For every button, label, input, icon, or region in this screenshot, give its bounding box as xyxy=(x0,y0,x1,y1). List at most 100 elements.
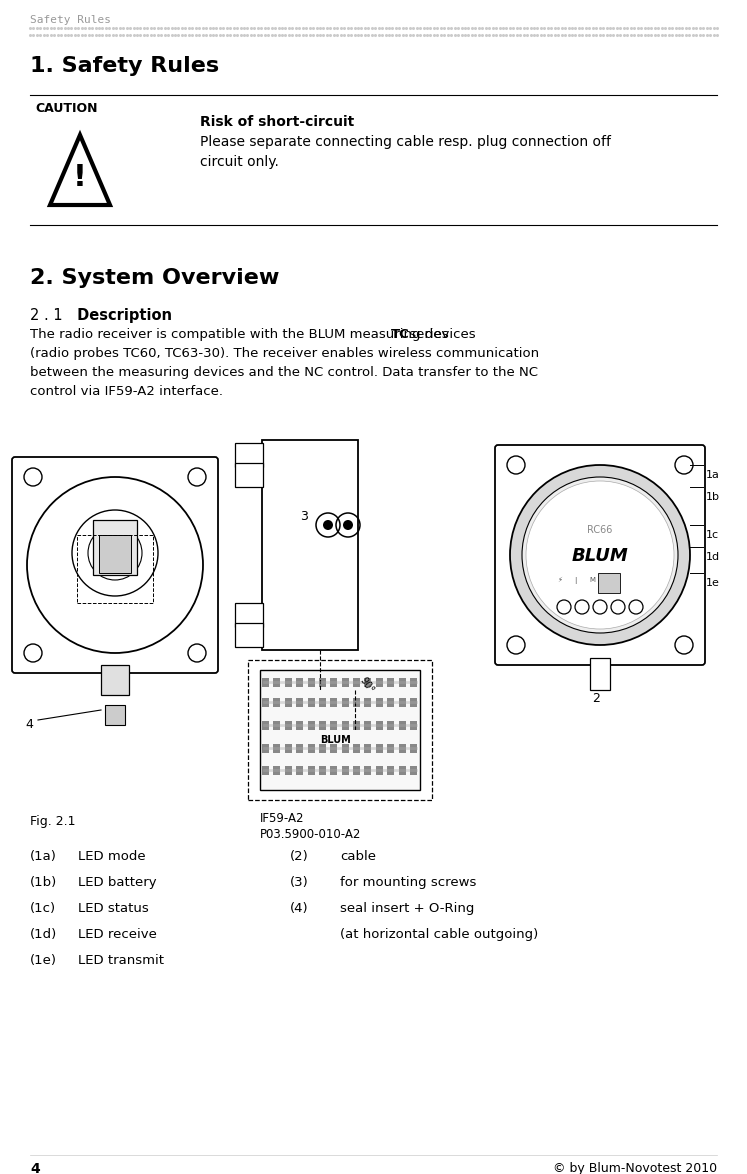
Bar xyxy=(399,765,406,775)
Circle shape xyxy=(557,600,571,614)
Text: (1a): (1a) xyxy=(30,850,57,863)
Text: (2): (2) xyxy=(290,850,309,863)
Bar xyxy=(308,721,314,730)
Bar xyxy=(387,699,394,707)
Bar xyxy=(353,699,360,707)
Text: 2: 2 xyxy=(592,691,600,706)
Text: LED status: LED status xyxy=(78,902,149,915)
Text: (3): (3) xyxy=(290,876,309,889)
Circle shape xyxy=(510,465,690,645)
Text: 90°: 90° xyxy=(358,675,376,695)
Bar xyxy=(598,573,620,593)
Text: 1. Safety Rules: 1. Safety Rules xyxy=(30,56,219,76)
Bar xyxy=(285,744,292,753)
Bar xyxy=(399,721,406,730)
Bar xyxy=(387,765,394,775)
Bar xyxy=(399,679,406,687)
Bar xyxy=(376,721,383,730)
Bar xyxy=(262,440,358,650)
Bar xyxy=(330,721,338,730)
Bar xyxy=(319,744,326,753)
Text: 2 . 1: 2 . 1 xyxy=(30,308,63,323)
Bar xyxy=(273,699,280,707)
Text: IF59-A2: IF59-A2 xyxy=(260,812,305,825)
Bar xyxy=(262,744,269,753)
Bar xyxy=(319,765,326,775)
Text: (radio probes TC60, TC63-30). The receiver enables wireless communication: (radio probes TC60, TC63-30). The receiv… xyxy=(30,348,539,360)
Text: between the measuring devices and the NC control. Data transfer to the NC: between the measuring devices and the NC… xyxy=(30,366,538,379)
Bar xyxy=(235,443,263,467)
Bar xyxy=(101,664,129,695)
Text: |: | xyxy=(574,576,576,583)
Bar xyxy=(341,765,349,775)
Text: Fig. 2.1: Fig. 2.1 xyxy=(30,815,75,828)
Text: cable: cable xyxy=(340,850,376,863)
Bar xyxy=(365,699,371,707)
Bar xyxy=(273,721,280,730)
Text: Safety Rules: Safety Rules xyxy=(30,15,111,25)
Bar xyxy=(399,699,406,707)
Text: 3: 3 xyxy=(300,510,308,522)
Bar xyxy=(387,721,394,730)
Bar xyxy=(341,721,349,730)
Text: M: M xyxy=(589,576,595,583)
Bar xyxy=(341,679,349,687)
Bar xyxy=(353,679,360,687)
Text: BLUM: BLUM xyxy=(320,735,351,745)
Bar xyxy=(273,744,280,753)
Text: for mounting screws: for mounting screws xyxy=(340,876,477,889)
Text: CAUTION: CAUTION xyxy=(35,102,98,115)
Bar xyxy=(330,765,338,775)
FancyArrowPatch shape xyxy=(323,672,353,721)
Bar xyxy=(376,765,383,775)
Bar xyxy=(399,744,406,753)
Circle shape xyxy=(323,520,333,529)
Text: !: ! xyxy=(73,163,87,193)
Text: © by Blum-Novotest 2010: © by Blum-Novotest 2010 xyxy=(553,1162,717,1174)
Bar xyxy=(319,721,326,730)
Bar xyxy=(296,721,303,730)
Bar xyxy=(262,679,269,687)
Text: seal insert + O-Ring: seal insert + O-Ring xyxy=(340,902,474,915)
Bar xyxy=(353,721,360,730)
Bar xyxy=(285,765,292,775)
Bar xyxy=(341,699,349,707)
Text: P03.5900-010-A2: P03.5900-010-A2 xyxy=(260,828,362,841)
Text: 1a: 1a xyxy=(706,470,720,480)
Text: TC: TC xyxy=(391,328,409,340)
Bar xyxy=(235,463,263,487)
Bar xyxy=(319,679,326,687)
Text: 1b: 1b xyxy=(706,492,720,502)
Text: 2. System Overview: 2. System Overview xyxy=(30,268,279,288)
Bar xyxy=(105,706,125,726)
Bar xyxy=(285,721,292,730)
Text: LED mode: LED mode xyxy=(78,850,146,863)
Bar xyxy=(410,699,417,707)
Bar xyxy=(365,679,371,687)
Circle shape xyxy=(343,520,353,529)
Bar xyxy=(365,765,371,775)
Bar xyxy=(353,744,360,753)
Text: series: series xyxy=(405,328,448,340)
Text: Risk of short-circuit: Risk of short-circuit xyxy=(200,115,354,129)
Bar xyxy=(296,765,303,775)
Bar xyxy=(99,535,131,573)
Bar xyxy=(262,721,269,730)
Bar xyxy=(77,535,153,603)
Bar xyxy=(330,679,338,687)
Text: 1d: 1d xyxy=(706,552,720,562)
Bar xyxy=(296,744,303,753)
FancyBboxPatch shape xyxy=(495,445,705,664)
Bar xyxy=(273,765,280,775)
Text: 1c: 1c xyxy=(706,529,719,540)
Circle shape xyxy=(611,600,625,614)
Text: 4: 4 xyxy=(25,718,33,731)
Bar xyxy=(410,679,417,687)
Circle shape xyxy=(629,600,643,614)
FancyBboxPatch shape xyxy=(12,457,218,673)
Bar xyxy=(262,699,269,707)
Bar xyxy=(285,679,292,687)
Text: BLUM: BLUM xyxy=(571,547,628,565)
Bar xyxy=(353,765,360,775)
Bar xyxy=(376,679,383,687)
